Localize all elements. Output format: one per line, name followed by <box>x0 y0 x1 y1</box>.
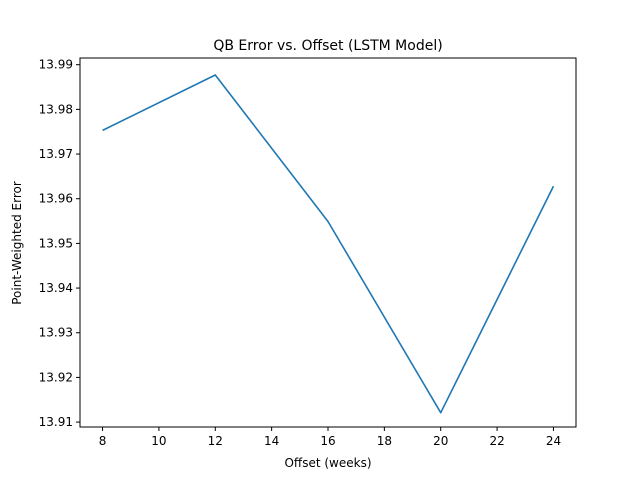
y-tick-label: 13.96 <box>39 192 73 206</box>
y-tick-label: 13.92 <box>39 370 73 384</box>
y-tick-label: 13.91 <box>39 415 73 429</box>
y-tick-label: 13.93 <box>39 326 73 340</box>
y-tick-label: 13.94 <box>39 281 73 295</box>
x-tick-label: 10 <box>151 434 166 448</box>
x-tick-label: 14 <box>264 434 279 448</box>
y-axis-label: Point-Weighted Error <box>10 181 24 305</box>
x-tick-label: 22 <box>489 434 504 448</box>
x-tick-label: 8 <box>99 434 107 448</box>
x-tick-label: 24 <box>546 434 561 448</box>
x-tick-label: 20 <box>433 434 448 448</box>
plot-area: 8 10 12 14 16 18 20 22 24 13.91 13.92 13.93 13.94 13.… <box>39 57 577 448</box>
y-tick-label: 13.95 <box>39 236 73 250</box>
x-tick-label: 12 <box>208 434 223 448</box>
y-tick-label: 13.97 <box>39 147 73 161</box>
x-tick-label: 18 <box>377 434 392 448</box>
chart-title: QB Error vs. Offset (LSTM Model) <box>213 38 442 54</box>
x-axis-label: Offset (weeks) <box>284 456 371 470</box>
y-tick-label: 13.99 <box>39 58 73 72</box>
y-tick-label: 13.98 <box>39 102 73 116</box>
series-line-0 <box>102 74 555 414</box>
x-tick-label: 16 <box>320 434 335 448</box>
